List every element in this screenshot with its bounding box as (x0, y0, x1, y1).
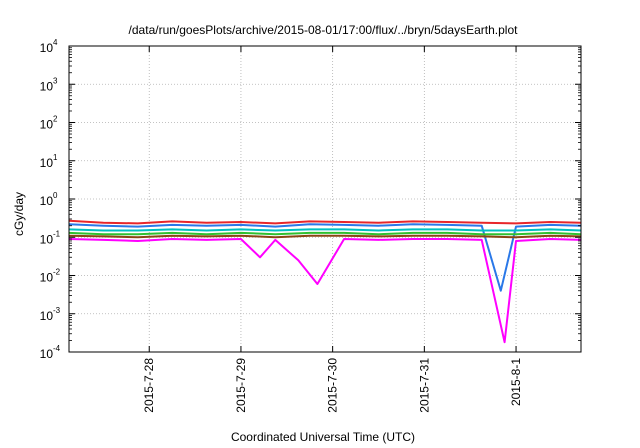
y-tick-exponent: -3 (53, 306, 61, 315)
series-line-6 (68, 238, 582, 344)
y-tick-label: 10 (40, 118, 54, 132)
series-line-2 (68, 223, 582, 292)
x-tick-label: 2015-7-30 (326, 358, 340, 413)
y-tick-exponent: 1 (53, 153, 58, 162)
y-tick-label: 10 (40, 194, 54, 208)
y-tick-exponent: -4 (53, 344, 61, 353)
y-tick-label: 10 (40, 41, 54, 55)
series-line-5 (68, 234, 582, 239)
y-tick-exponent: 0 (53, 191, 58, 200)
series-group (68, 219, 582, 344)
y-tick-label: 10 (40, 347, 54, 361)
y-tick-exponent: 2 (53, 115, 58, 124)
y-tick-exponent: -2 (53, 268, 61, 277)
x-tick-label: 2015-8-1 (509, 358, 523, 406)
series-line-4 (68, 231, 582, 236)
series-line-3 (68, 228, 582, 232)
y-tick-label: 10 (40, 309, 54, 323)
x-tick-label: 2015-7-28 (142, 358, 156, 413)
y-tick-label: 10 (40, 156, 54, 170)
series-line-1 (68, 219, 582, 225)
y-tick-exponent: 3 (53, 76, 58, 85)
x-tick-label: 2015-7-31 (417, 358, 431, 413)
chart-title: /data/run/goesPlots/archive/2015-08-01/1… (129, 23, 519, 37)
y-tick-label: 10 (40, 232, 54, 246)
x-tick-label: 2015-7-29 (234, 358, 248, 413)
y-tick-exponent: 4 (53, 38, 58, 47)
x-axis: 2015-7-28 2015-7-29 2015-7-30 2015-7-31 2015… (142, 46, 523, 413)
y-tick-label: 10 (40, 271, 54, 285)
x-axis-label: Coordinated Universal Time (UTC) (231, 430, 415, 444)
y-tick-exponent: -1 (53, 229, 61, 238)
y-axis-label: cGy/day (12, 192, 26, 236)
y-tick-label: 10 (40, 79, 54, 93)
